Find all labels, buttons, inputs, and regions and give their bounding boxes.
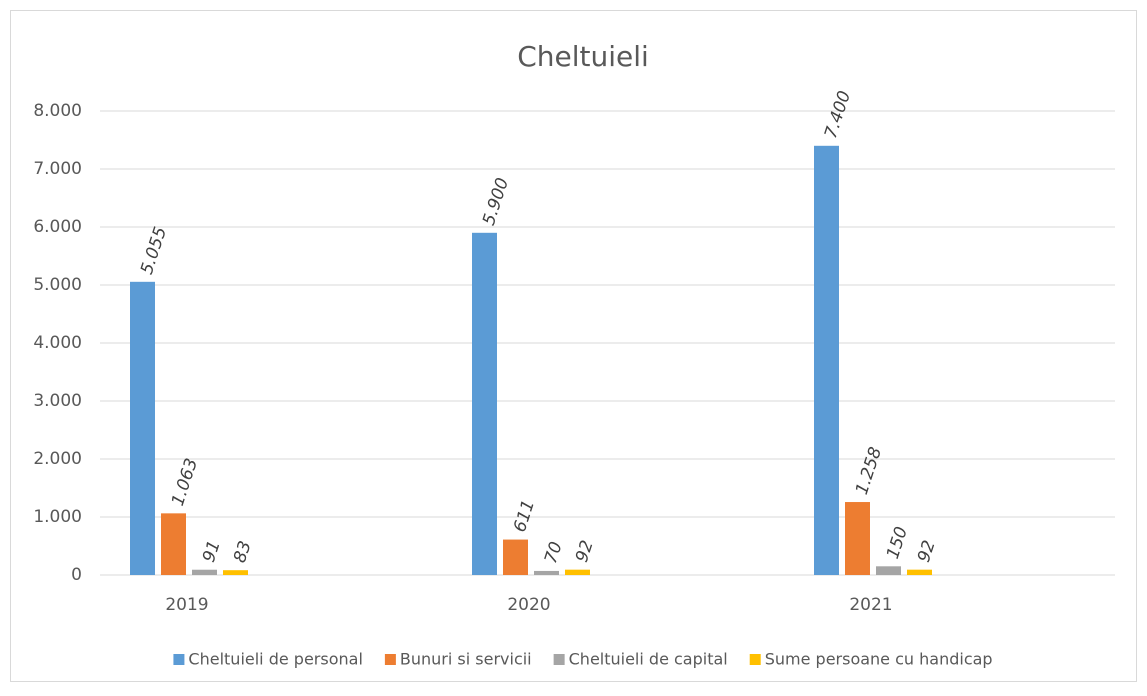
y-tick-label: 7.000 bbox=[33, 159, 82, 179]
bar bbox=[472, 232, 497, 576]
bar bbox=[845, 502, 870, 575]
x-tick-label: 2019 bbox=[165, 595, 208, 615]
y-tick-label: 3.000 bbox=[33, 391, 82, 411]
bar bbox=[565, 569, 590, 575]
bar bbox=[876, 566, 901, 575]
y-tick-label: 6.000 bbox=[33, 217, 82, 237]
x-tick-label: 2020 bbox=[507, 595, 550, 615]
y-tick-label: 5.000 bbox=[33, 275, 82, 295]
x-tick-label: 2021 bbox=[849, 595, 892, 615]
legend-label: Bunuri si servicii bbox=[400, 650, 532, 669]
bar bbox=[534, 570, 559, 575]
chart-title: Cheltuieli bbox=[517, 40, 649, 73]
bar bbox=[223, 570, 248, 575]
y-tick-label: 2.000 bbox=[33, 449, 82, 469]
bar bbox=[503, 539, 528, 575]
bar bbox=[814, 145, 839, 576]
y-tick-label: 4.000 bbox=[33, 333, 82, 353]
legend-label: Cheltuieli de capital bbox=[569, 650, 728, 669]
y-tick-label: 1.000 bbox=[33, 507, 82, 527]
bar bbox=[161, 513, 186, 575]
legend-swatch bbox=[173, 654, 185, 665]
bar bbox=[130, 281, 155, 575]
legend-swatch bbox=[384, 654, 396, 665]
legend-swatch bbox=[749, 654, 761, 665]
legend-swatch bbox=[553, 654, 565, 665]
legend-label: Sume persoane cu handicap bbox=[765, 650, 993, 669]
y-tick-label: 0 bbox=[71, 565, 82, 585]
bar bbox=[907, 569, 932, 575]
legend-label: Cheltuieli de personal bbox=[188, 650, 362, 669]
y-tick-label: 8.000 bbox=[33, 101, 82, 121]
bar bbox=[192, 569, 217, 575]
